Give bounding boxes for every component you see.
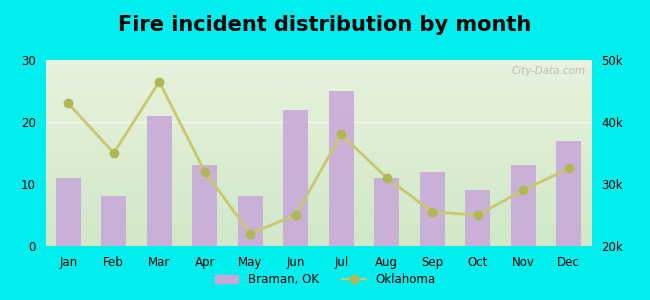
- Bar: [101, 196, 126, 246]
- Text: City-Data.com: City-Data.com: [512, 66, 586, 76]
- Text: Fire incident distribution by month: Fire incident distribution by month: [118, 15, 532, 35]
- Legend: Braman, OK, Oklahoma: Braman, OK, Oklahoma: [210, 269, 440, 291]
- Bar: [283, 110, 308, 246]
- Bar: [556, 141, 581, 246]
- Bar: [329, 91, 354, 246]
- Bar: [192, 165, 217, 246]
- Bar: [147, 116, 172, 246]
- Bar: [238, 196, 263, 246]
- Bar: [465, 190, 490, 246]
- Bar: [56, 178, 81, 246]
- Bar: [374, 178, 399, 246]
- Bar: [420, 172, 445, 246]
- Bar: [511, 165, 536, 246]
